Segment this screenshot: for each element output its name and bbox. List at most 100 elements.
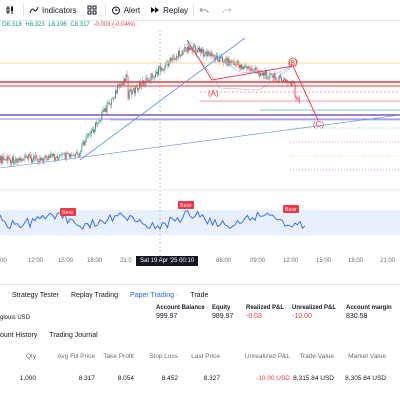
candle-body <box>29 155 30 156</box>
realized-value: -0.03 <box>246 313 284 320</box>
candle-body <box>146 78 147 84</box>
tab-trade[interactable]: Trade <box>184 289 214 305</box>
candle-body <box>180 56 181 57</box>
candle-body <box>284 79 285 80</box>
candle-body <box>106 108 107 112</box>
candle-body <box>245 66 246 67</box>
candle-body <box>252 69 253 72</box>
tab-strategy-tester[interactable]: Strategy Tester <box>0 289 65 305</box>
candle-body <box>250 68 251 70</box>
candle-body <box>59 155 60 157</box>
cell-qty: 1,000 <box>20 375 36 382</box>
price-chart[interactable]: (A) (B) (C) Bear Bear Bear <box>0 30 400 256</box>
candle-body <box>40 158 41 162</box>
close-value: C8.317 <box>70 22 89 28</box>
candle-body <box>88 134 89 137</box>
candle-body <box>32 160 33 162</box>
candle-body <box>54 154 55 160</box>
candle-body <box>187 48 188 52</box>
candle-body <box>153 77 154 78</box>
candle-body <box>50 155 51 158</box>
candle-body <box>22 159 23 161</box>
candle-body <box>201 49 202 52</box>
time-tick: 15:00 <box>316 258 331 264</box>
candle-body <box>154 77 155 78</box>
candle-body <box>13 157 14 163</box>
candle-body <box>2 156 3 163</box>
candle-body <box>247 66 248 69</box>
candle-body <box>17 159 18 163</box>
tab-trading-journal[interactable]: Trading Journal <box>43 329 103 342</box>
candle-body <box>69 153 70 157</box>
equity-value: 989.97 <box>212 313 233 320</box>
candle-body <box>132 90 133 94</box>
candle-body <box>242 67 243 69</box>
cell-avg-fill: 8.317 <box>79 375 95 382</box>
account-equity: Equity 989.97 <box>212 305 233 320</box>
candle-body <box>210 54 211 55</box>
candle-body <box>66 153 67 159</box>
candle-body <box>108 102 109 103</box>
cell-last-price: 8.327 <box>204 375 220 382</box>
tab-replay-trading[interactable]: Replay Trading <box>65 289 124 305</box>
candle-body <box>224 61 225 62</box>
candle-body <box>16 159 17 163</box>
candle-body <box>72 155 73 156</box>
candle-body <box>75 154 76 157</box>
time-tick: 18:00 <box>87 258 102 264</box>
candle-body <box>227 58 228 65</box>
candle-body <box>295 83 296 97</box>
candle-body <box>176 56 177 59</box>
candle-body <box>220 57 221 58</box>
candle-body <box>28 155 29 159</box>
candle-body <box>37 159 38 162</box>
candle-body <box>70 154 71 157</box>
margin-value: 830.58 <box>346 313 392 320</box>
candle-body <box>184 47 185 51</box>
svg-text:Bear: Bear <box>285 207 297 213</box>
account-margin: Account margin 830.58 <box>346 305 392 320</box>
candle-body <box>257 70 258 71</box>
candle-body <box>233 61 234 62</box>
cell-trade-value: 8,315.84 USD <box>293 375 334 382</box>
candle-body <box>83 142 84 145</box>
candle-body <box>97 124 98 125</box>
candle-body <box>23 159 24 160</box>
candle-body <box>205 52 206 54</box>
candle-body <box>35 156 36 158</box>
candle-body <box>164 66 165 70</box>
cell-unrealized: -10.00 USD <box>256 375 290 382</box>
candle-body <box>44 157 45 161</box>
chart-type-button[interactable] <box>0 0 23 20</box>
candle-body <box>189 46 190 50</box>
candle-body <box>248 66 249 68</box>
replay-button[interactable]: Replay <box>145 0 193 20</box>
redo-button[interactable] <box>217 0 240 20</box>
time-tick: 12:00 <box>28 258 43 264</box>
candle-body <box>89 134 90 135</box>
candle-body <box>241 65 242 69</box>
indicators-label: Indicators <box>42 6 77 15</box>
alert-button[interactable]: Alert <box>106 0 145 20</box>
candle-body <box>11 162 12 163</box>
candle-body <box>112 99 113 100</box>
candle-body <box>134 88 135 93</box>
header-market-value: Market Value <box>348 353 386 360</box>
tab-account-history[interactable]: ount History <box>0 329 43 342</box>
candle-body <box>178 51 179 57</box>
candle-body <box>137 88 138 90</box>
candle-body <box>183 51 184 52</box>
undo-button[interactable] <box>194 0 217 20</box>
candle-body <box>87 137 88 138</box>
candle-body <box>94 129 95 132</box>
layout-button[interactable] <box>82 0 105 20</box>
balance-value: 999.97 <box>156 313 205 320</box>
candle-body <box>175 59 176 60</box>
tab-paper-trading[interactable]: Paper Trading · <box>124 289 184 305</box>
time-tick: 18:00 <box>348 258 363 264</box>
candle-body <box>27 157 28 158</box>
candle-body <box>197 50 198 52</box>
account-unrealized: Unrealized P&L -10.00 <box>292 305 336 320</box>
indicators-button[interactable]: Indicators <box>24 0 82 20</box>
candle-body <box>145 84 146 85</box>
